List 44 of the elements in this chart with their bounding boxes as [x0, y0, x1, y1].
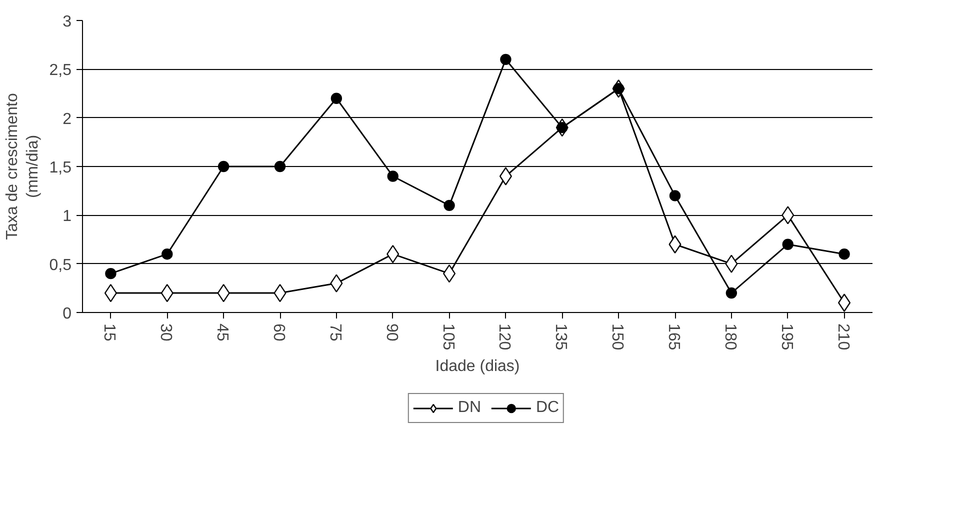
point: [726, 287, 738, 299]
y-tick-label: 0,5: [49, 256, 72, 274]
x-tick-label: 15: [100, 324, 118, 342]
x-tick-label: 165: [665, 324, 682, 350]
point: [105, 268, 116, 280]
point: [218, 160, 230, 172]
x-tick-label: 60: [270, 324, 287, 342]
legend-label: DN: [458, 399, 481, 417]
point: [838, 248, 850, 260]
x-tick-label: 75: [326, 324, 344, 342]
point: [330, 274, 343, 292]
x-tick-label: 45: [214, 324, 231, 342]
point: [386, 245, 400, 264]
x-tick-label: 105: [439, 324, 456, 350]
x-axis-title: Idade (dias): [435, 358, 520, 376]
point: [444, 200, 455, 212]
y-tick-label: 1,5: [49, 160, 72, 176]
x-tick-label: 30: [157, 324, 174, 342]
y-tick-label: 2: [62, 110, 72, 128]
point: [274, 160, 286, 172]
point: [499, 167, 512, 186]
legend-label: DC: [536, 399, 560, 417]
y-tick-label: 0: [62, 306, 72, 322]
point: [387, 170, 398, 182]
point: [162, 248, 173, 260]
x-tick-label: 210: [834, 324, 852, 350]
x-tick-label: 120: [496, 324, 513, 350]
x-tick-label: 90: [382, 324, 400, 342]
point: [668, 235, 682, 254]
point: [669, 190, 681, 202]
point: [725, 254, 738, 273]
x-tick-label: 180: [721, 324, 738, 350]
point: [838, 294, 851, 312]
point: [782, 238, 794, 250]
point: [500, 54, 512, 66]
x-tick-label: 195: [778, 324, 795, 350]
y-tick-label: 3: [62, 14, 72, 30]
x-tick-label: 150: [608, 324, 626, 350]
y-axis-title: Taxa de crescimento (mm/dia): [4, 93, 42, 240]
y-tick-label: 2,5: [49, 62, 72, 80]
y-tick-label: 1: [62, 208, 72, 226]
point: [782, 206, 794, 224]
x-tick-label: 135: [552, 324, 570, 350]
point: [330, 92, 342, 104]
